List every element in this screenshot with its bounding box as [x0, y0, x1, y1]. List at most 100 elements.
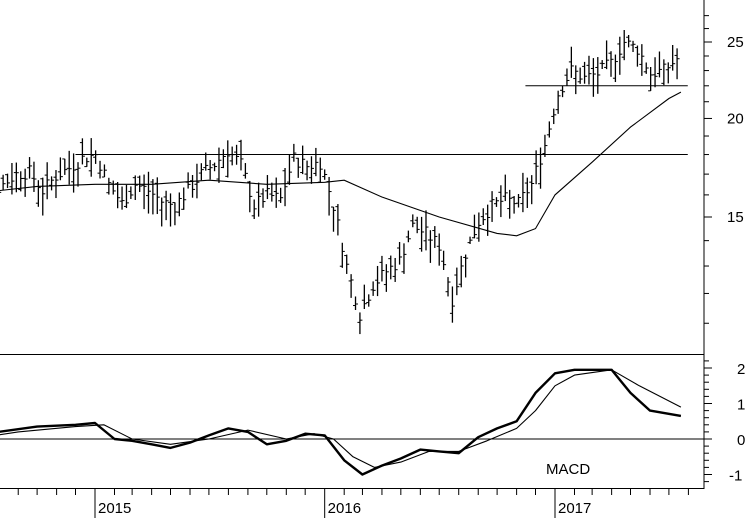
- price-bar: [533, 150, 539, 185]
- price-bar: [410, 214, 416, 228]
- price-bar: [467, 236, 473, 244]
- price-bar: [44, 162, 50, 200]
- year-label: 2015: [98, 500, 131, 517]
- price-bar: [445, 277, 451, 297]
- price-bar: [383, 264, 389, 292]
- price-bar: [106, 177, 112, 195]
- price-bar: [339, 242, 345, 268]
- price-bar: [423, 210, 429, 251]
- price-bar: [586, 55, 592, 85]
- price-bar: [542, 134, 548, 157]
- price-bar: [212, 162, 218, 172]
- price-bar: [172, 202, 178, 226]
- price-bar: [555, 90, 561, 114]
- price-bar: [454, 267, 460, 296]
- price-bar: [313, 147, 319, 177]
- price-bar: [375, 265, 381, 297]
- price-bar: [308, 156, 314, 184]
- price-bar: [84, 157, 90, 168]
- price-bar: [0, 174, 6, 191]
- price-bar: [397, 242, 403, 265]
- price-bar: [612, 54, 618, 83]
- price-bar: [656, 51, 662, 78]
- price-bar: [516, 194, 522, 208]
- price-bar: [604, 40, 610, 70]
- price-bar: [546, 121, 552, 138]
- price-bar: [357, 312, 363, 335]
- price-panel: [0, 30, 688, 335]
- price-bar: [238, 139, 244, 171]
- price-bar: [286, 154, 292, 185]
- price-bar: [278, 187, 284, 203]
- price-bar: [502, 174, 508, 202]
- price-bar: [414, 216, 420, 234]
- price-bar: [661, 59, 667, 86]
- price-bar: [110, 180, 116, 195]
- price-bar: [247, 180, 253, 213]
- price-bar: [388, 255, 394, 280]
- price-bar: [260, 188, 266, 208]
- price-bar: [75, 162, 81, 187]
- price-bar: [132, 175, 138, 201]
- price-bar: [5, 173, 11, 189]
- price-bar: [101, 164, 107, 178]
- price-bar: [573, 65, 579, 95]
- price-bar: [361, 284, 367, 309]
- price-bar: [256, 182, 262, 217]
- price-bar: [229, 146, 235, 166]
- price-bar: [449, 286, 455, 323]
- price-bar: [282, 168, 288, 207]
- price-bar: [432, 226, 438, 248]
- price-bar: [49, 176, 55, 191]
- price-bar: [582, 61, 588, 84]
- price-bar: [608, 51, 614, 77]
- macd-tick-label: 0: [737, 432, 745, 449]
- price-bar: [220, 149, 226, 169]
- price-bar: [551, 108, 557, 125]
- price-bar: [264, 175, 270, 200]
- price-bar: [379, 255, 385, 282]
- price-bar: [123, 184, 129, 209]
- price-bar: [441, 250, 447, 271]
- price-bar: [66, 150, 72, 185]
- price-bar: [304, 160, 310, 181]
- price-tick-label: 15: [727, 209, 744, 226]
- price-bar: [674, 48, 680, 80]
- price-bar: [335, 204, 341, 236]
- price-bar: [22, 168, 28, 197]
- price-bar: [370, 281, 376, 296]
- price-bar: [634, 45, 640, 67]
- price-bar: [560, 85, 566, 98]
- price-bar: [419, 216, 425, 252]
- macd-tick-label: 1: [737, 397, 745, 414]
- price-bar: [529, 175, 535, 205]
- price-bar: [665, 62, 671, 84]
- price-bar: [163, 190, 169, 221]
- price-bar: [216, 147, 222, 183]
- macd-tick-label: 2: [737, 361, 745, 378]
- price-bar: [57, 157, 63, 181]
- moving-average-line: [0, 91, 682, 237]
- macd-label: MACD: [546, 461, 590, 478]
- price-bar: [141, 174, 147, 210]
- price-bar: [366, 294, 372, 307]
- price-tick-label: 25: [727, 34, 744, 51]
- price-bar: [115, 181, 121, 209]
- price-bar: [511, 196, 517, 214]
- price-bar: [621, 30, 627, 61]
- price-bar: [476, 212, 482, 242]
- price-bar: [198, 163, 204, 181]
- price-bar: [427, 230, 433, 263]
- price-bar: [93, 150, 99, 164]
- price-bar: [617, 36, 623, 75]
- price-bar: [489, 191, 495, 222]
- price-bar: [300, 145, 306, 175]
- price-bar: [207, 160, 213, 180]
- price-bar: [79, 138, 85, 165]
- price-bar: [203, 152, 209, 171]
- price-bar: [119, 186, 125, 210]
- price-bar: [392, 257, 398, 282]
- price-bar: [498, 185, 504, 218]
- price-bar: [251, 199, 257, 220]
